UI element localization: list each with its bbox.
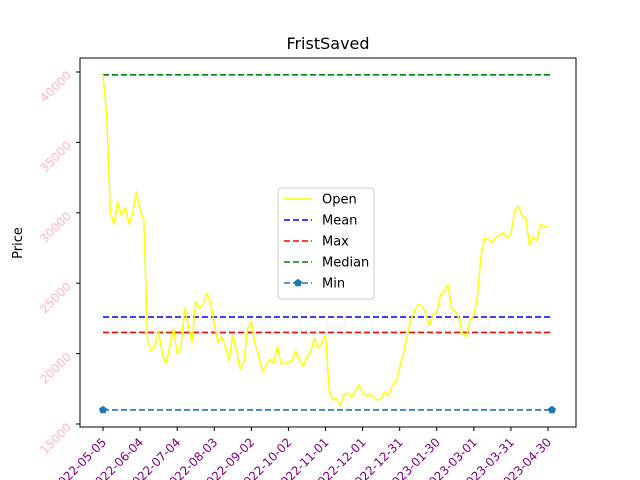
open-series-line [102, 74, 548, 407]
legend: Open Mean Max Median Min [277, 187, 375, 300]
legend-max-label: Max [322, 235, 349, 250]
min-marker-start [99, 405, 107, 414]
legend-min-label: Min [322, 277, 345, 292]
legend-median-label: Median [322, 256, 369, 271]
legend-mean-label: Mean [322, 214, 357, 229]
legend-box [277, 187, 375, 300]
y-axis-label: Price [11, 227, 26, 259]
legend-open-label: Open [322, 193, 357, 208]
reference-lines [99, 74, 556, 414]
series-layer [102, 74, 548, 407]
legend-min-marker [294, 278, 302, 287]
min-marker-end [548, 405, 556, 414]
chart-title: FristSaved [286, 34, 369, 53]
